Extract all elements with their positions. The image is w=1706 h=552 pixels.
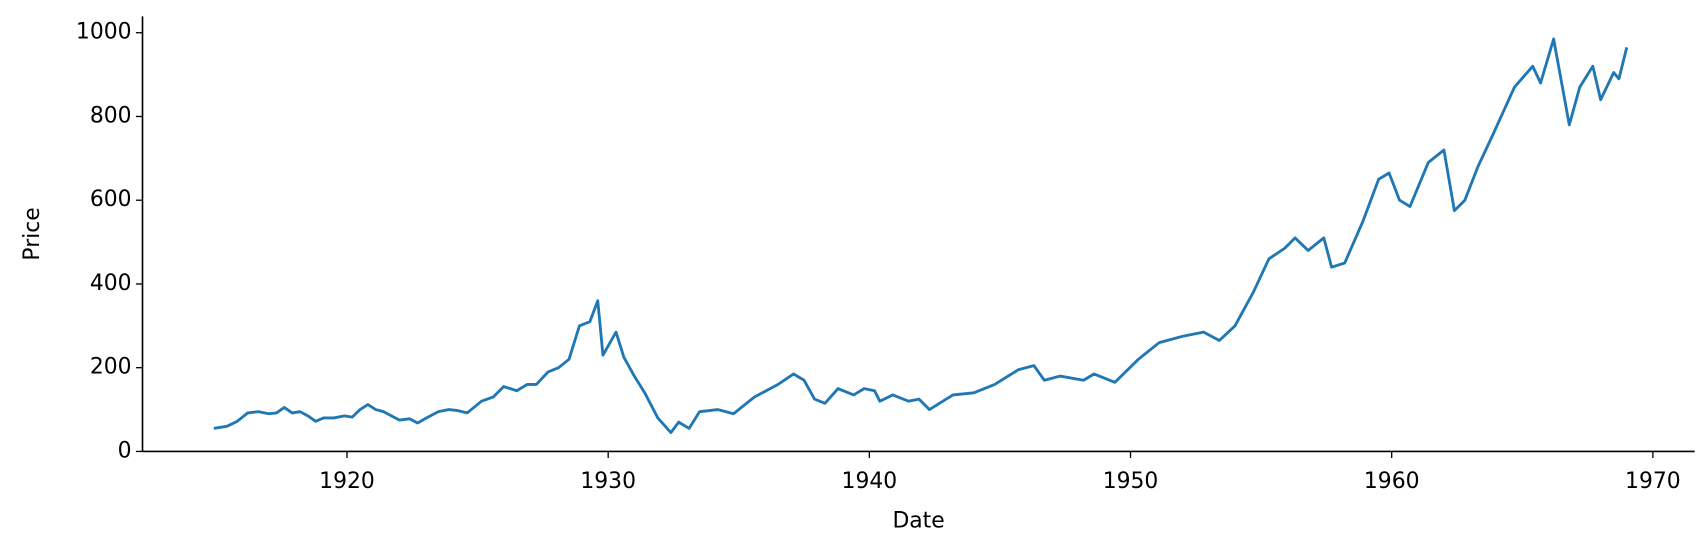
x-axis-label: Date	[892, 508, 944, 533]
price-line	[213, 37, 1629, 435]
x-tick-label: 1930	[580, 469, 636, 494]
y-tick-label: 1000	[76, 20, 132, 45]
x-tick-label: 1950	[1103, 469, 1159, 494]
x-tick-label: 1960	[1364, 469, 1420, 494]
x-tick-label: 1940	[842, 469, 898, 494]
x-tick-label: 1920	[319, 469, 375, 494]
y-axis-label: Price	[20, 207, 45, 260]
y-tick-label: 0	[118, 438, 132, 463]
y-tick-label: 800	[90, 103, 132, 128]
y-tick-label: 200	[90, 355, 132, 380]
y-tick-label: 600	[90, 187, 132, 212]
x-tick-label: 1970	[1625, 469, 1681, 494]
y-tick-label: 400	[90, 271, 132, 296]
